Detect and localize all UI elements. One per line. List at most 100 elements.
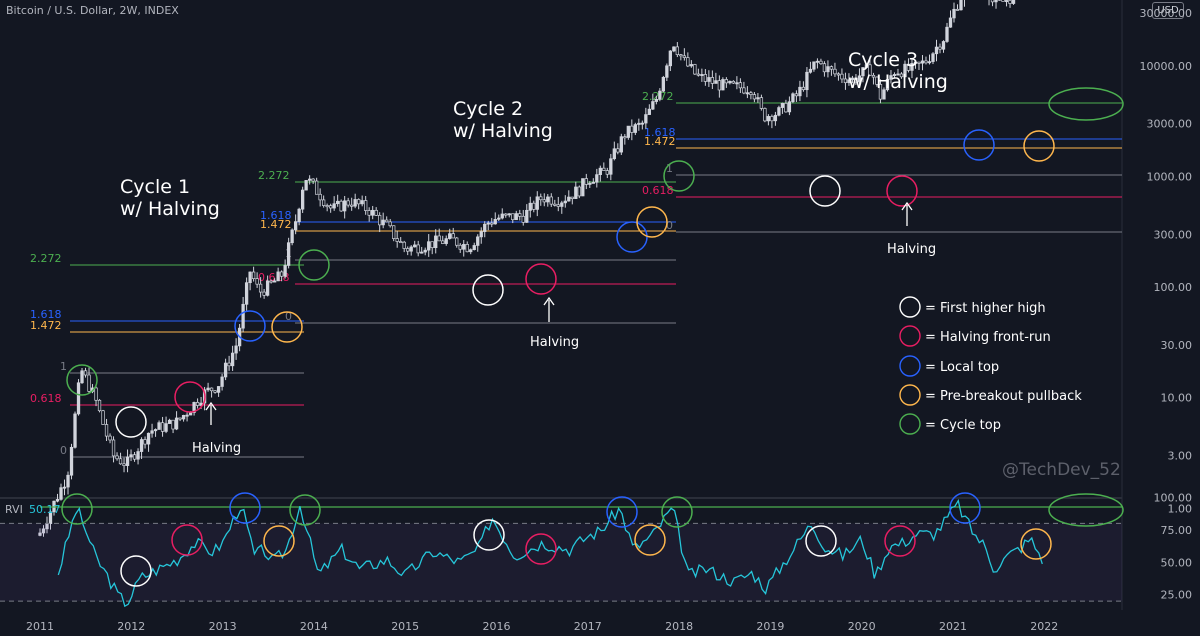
candle-body [213, 390, 217, 393]
candle-body [535, 196, 539, 210]
candle-body [644, 114, 648, 124]
candle-body [329, 205, 333, 209]
first-higher-high-marker [805, 525, 837, 557]
candle-body [913, 61, 918, 64]
candle-body [241, 303, 245, 329]
candle-body [896, 73, 900, 76]
candle-body [258, 283, 263, 293]
candle-body [630, 125, 634, 133]
candle-body [952, 8, 956, 19]
candle-body [773, 114, 778, 122]
candle-body [395, 238, 399, 242]
halving-front-run-marker [171, 524, 203, 556]
candle-body [55, 499, 60, 502]
candle-body [521, 215, 525, 223]
candle-body [563, 200, 567, 204]
legend-item-pre-breakout-pullback: = Pre-breakout pullback [925, 389, 1082, 404]
cycle-1-label-line2: w/ Halving [120, 198, 220, 220]
halving-label: Halving [887, 242, 936, 257]
fib-label-one: 1 [666, 162, 673, 175]
candle-body [693, 64, 697, 75]
candle-body [83, 370, 88, 376]
candle-body [80, 370, 84, 384]
rvi-value: 50.17 [29, 503, 61, 516]
candle-body [756, 97, 760, 100]
candle-body [539, 196, 543, 201]
candle-body [658, 90, 662, 100]
candle-body [420, 251, 424, 254]
candle-body [66, 474, 70, 488]
candle-body [850, 77, 855, 81]
candle-body [798, 86, 802, 97]
candle-body [598, 167, 602, 175]
price-tick-label: 100.00 [1154, 281, 1193, 294]
candle-body [917, 61, 921, 64]
candle-body [616, 148, 620, 153]
candle-body [409, 246, 413, 252]
candle-body [994, 0, 998, 3]
candle-body [605, 170, 609, 175]
candle-body [293, 221, 298, 231]
candle-body [941, 41, 946, 50]
candle-body [206, 387, 210, 391]
pre-breakout-pullback-marker [1023, 130, 1055, 162]
candle-body [455, 237, 459, 246]
time-tick-label: 2022 [1030, 620, 1058, 633]
candle-body [472, 245, 476, 251]
candle-body [129, 454, 133, 458]
candle-body [364, 200, 368, 211]
candle-body [178, 417, 182, 420]
candle-body [570, 196, 574, 199]
candle-body [269, 280, 273, 283]
candle-body [332, 203, 336, 209]
local-top-marker [229, 492, 261, 524]
fib-label-r1472: 1.472 [30, 319, 62, 332]
candle-body [251, 271, 256, 279]
candle-body [777, 107, 781, 116]
pre-breakout-pullback-marker [271, 311, 303, 343]
candle-body [371, 209, 375, 216]
candle-body [444, 238, 448, 244]
candle-body [118, 458, 123, 465]
candle-body [840, 73, 844, 80]
candle-body [216, 386, 221, 393]
cycle-top-marker [663, 160, 695, 192]
candle-body [437, 235, 441, 242]
candle-body [1004, 0, 1009, 2]
legend-item-cycle-top: = Cycle top [925, 418, 1001, 433]
halving-front-run-marker [525, 533, 557, 565]
candle-body [479, 231, 483, 238]
candle-body [735, 82, 739, 85]
candle-body [703, 74, 708, 82]
candle-body [602, 167, 606, 171]
candle-body [710, 77, 715, 84]
candle-body [584, 178, 588, 185]
fib-label-r1472: 1.472 [644, 135, 676, 148]
cycle-1-label-line1: Cycle 1 [120, 176, 190, 198]
legend-swatch [899, 413, 921, 435]
candle-body [265, 280, 270, 296]
candle-body [104, 424, 109, 437]
candle-body [854, 77, 858, 83]
candle-body [441, 240, 445, 244]
cycle-top-marker [289, 494, 321, 526]
candle-body [822, 63, 827, 73]
candle-body [654, 99, 658, 102]
candle-body [899, 73, 904, 78]
fib-label-zero: 0 [666, 219, 673, 232]
candle-body [343, 200, 347, 212]
candle-body [188, 412, 193, 416]
candle-body [826, 66, 830, 73]
halving-marker-2012: Halving [192, 401, 241, 456]
fib-label-r1618: 1.618 [644, 126, 676, 139]
time-tick-label: 2021 [939, 620, 967, 633]
candle-body [742, 87, 746, 94]
candle-body [493, 219, 497, 225]
currency-badge[interactable]: USD [1152, 2, 1184, 19]
target-ellipse [1048, 87, 1124, 121]
candle-body [609, 158, 613, 175]
candle-body [511, 213, 515, 221]
legend-swatch [899, 384, 921, 406]
candle-body [945, 26, 949, 42]
